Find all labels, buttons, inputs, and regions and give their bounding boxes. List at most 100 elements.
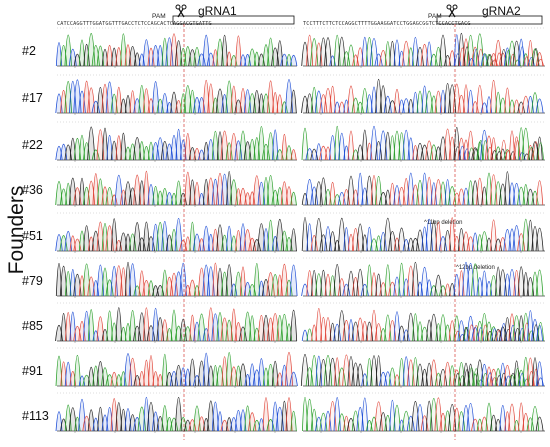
trace-peak — [151, 142, 160, 161]
trace-peak — [482, 372, 489, 387]
trace-peak — [411, 261, 419, 297]
trace-peak — [491, 377, 498, 387]
trace-peak — [266, 132, 275, 161]
trace-peak — [324, 37, 332, 67]
trace-peak — [477, 140, 485, 161]
trace-peak — [398, 262, 405, 297]
trace-peak — [115, 307, 123, 342]
trace-peak — [482, 53, 489, 67]
trace-peak — [434, 90, 443, 114]
trace-peak — [500, 48, 508, 67]
trace-peak — [459, 375, 466, 387]
trace-peak — [495, 52, 503, 67]
trace-peak — [505, 375, 512, 387]
trace-peak — [537, 142, 544, 161]
trace-peak — [489, 275, 498, 297]
trace-peak — [490, 219, 497, 252]
trace-peak — [64, 144, 72, 161]
trace-peak — [449, 217, 456, 252]
trace-peak — [248, 48, 257, 67]
trace-peak — [508, 403, 516, 432]
trace-peak — [535, 416, 544, 432]
trace-peak — [193, 181, 201, 206]
trace-peak — [128, 45, 137, 67]
trace-peak — [262, 397, 270, 432]
trace-peak — [323, 355, 333, 387]
trace-peak — [239, 266, 247, 297]
trace-peak — [537, 377, 544, 387]
founder-label: #17 — [22, 91, 43, 105]
trace-peak — [248, 138, 256, 161]
trace-peak — [170, 309, 178, 342]
trace-peak — [537, 58, 544, 67]
trace-peak — [491, 150, 498, 161]
trace-peak — [416, 142, 424, 161]
trace-peak — [402, 98, 411, 114]
trace-peak — [454, 53, 462, 67]
trace-peak — [266, 317, 275, 342]
trace-peak — [235, 35, 242, 67]
trace-peak — [289, 54, 298, 67]
trace-peak — [120, 132, 127, 161]
trace-peak — [476, 85, 484, 114]
trace-peak — [459, 334, 466, 342]
trace-peak — [454, 146, 462, 161]
trace-peak — [495, 151, 503, 161]
trace-peak — [257, 181, 266, 206]
trace-peak — [206, 52, 215, 67]
trace-peak — [148, 355, 154, 387]
trace-peak — [111, 218, 118, 252]
trace-peak — [87, 309, 95, 342]
founder-label: #79 — [22, 274, 43, 288]
trace-peak — [290, 410, 297, 432]
trace-peak — [374, 53, 383, 67]
founder-label: #2 — [22, 44, 36, 58]
trace-peak — [175, 128, 182, 161]
trace-peak — [439, 34, 447, 67]
trace-peak — [151, 81, 160, 114]
trace-peak — [528, 57, 535, 67]
trace-peak — [509, 151, 517, 161]
trace-peak — [106, 310, 113, 342]
trace-peak — [207, 83, 215, 114]
trace-peak — [463, 46, 471, 67]
trace-peak — [468, 58, 475, 67]
trace-peak — [143, 170, 150, 206]
trace-peak — [407, 47, 414, 67]
trace-peak — [528, 146, 535, 161]
trace-peak — [96, 45, 105, 67]
trace-peak — [507, 40, 517, 67]
reference-sequence-grna1: CATCCAGGTTTGGATGGTTTGACCTCTCCAGCACTCAGGA… — [57, 21, 212, 27]
trace-peak — [174, 217, 183, 252]
deletion-annotation: ^12bp deletion — [456, 265, 495, 271]
trace-peak — [133, 136, 142, 161]
trace-peak — [329, 86, 336, 114]
trace-peak — [505, 328, 512, 342]
trace-peak — [361, 397, 369, 432]
trace-peak — [289, 371, 298, 387]
trace-peak — [518, 327, 526, 342]
trace-peak — [64, 230, 72, 252]
trace-peak — [535, 227, 544, 252]
trace-peak — [165, 192, 174, 206]
trace-peak — [443, 361, 452, 387]
trace-peak — [462, 261, 470, 297]
trace-peak — [338, 133, 346, 161]
trace-peak — [509, 372, 517, 387]
trace-peak — [290, 228, 297, 252]
trace-peak — [366, 264, 373, 297]
deletion-annotation: ^11bp deletion — [424, 220, 463, 226]
trace-peak — [402, 238, 410, 252]
trace-peak — [289, 264, 298, 297]
grna2-title: gRNA2 — [482, 4, 521, 18]
trace-peak — [347, 130, 355, 161]
trace-peak — [351, 321, 360, 342]
trace-peak — [161, 353, 168, 387]
trace-peak — [271, 273, 280, 297]
founder-label: #91 — [22, 364, 43, 378]
trace-peak — [280, 230, 289, 252]
trace-peak — [463, 369, 471, 387]
trace-peak — [290, 149, 297, 161]
